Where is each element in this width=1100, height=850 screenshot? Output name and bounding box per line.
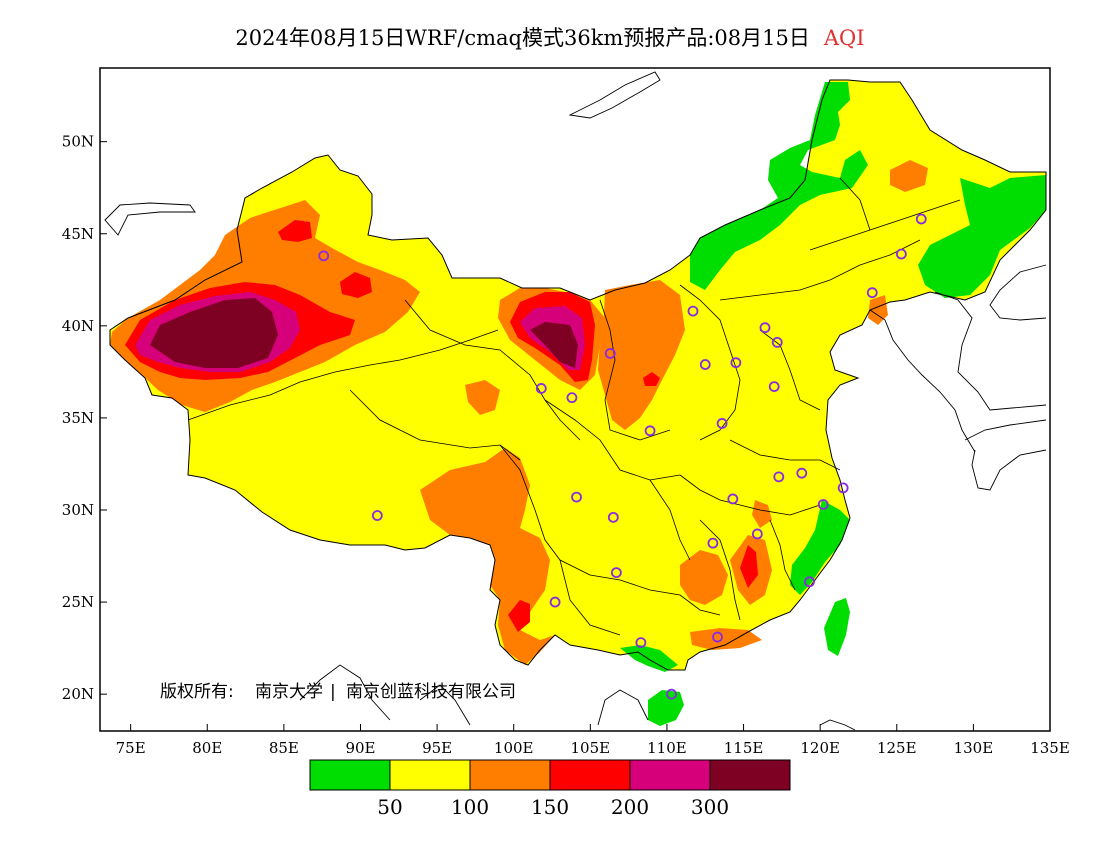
station-marker xyxy=(771,337,783,348)
title-variable: AQI xyxy=(823,26,865,50)
x-tick-label: 110E xyxy=(647,739,687,757)
legend-swatch xyxy=(629,759,711,791)
x-tick-label: 80E xyxy=(192,739,222,757)
station-marker xyxy=(817,499,829,510)
legend-label: 50 xyxy=(377,795,402,819)
station-marker xyxy=(707,537,719,549)
y-tick-label: 40N xyxy=(62,317,94,335)
station-marker xyxy=(610,567,622,579)
station-marker xyxy=(644,425,656,437)
station-marker xyxy=(751,528,763,540)
region-green-east xyxy=(918,175,1046,298)
y-tick-label: 20N xyxy=(62,685,94,703)
region-orange-hubei xyxy=(752,500,772,528)
x-tick-label: 125E xyxy=(877,739,917,757)
coastlines xyxy=(104,71,1047,731)
x-tick-label: 135E xyxy=(1030,739,1070,757)
map-plot-area xyxy=(104,71,1047,731)
legend-label: 300 xyxy=(691,795,729,819)
station-marker xyxy=(371,510,383,521)
title-main: 2024年08月15日WRF/cmaq模式36km预报产品:08月15日 xyxy=(235,26,810,50)
station-marker xyxy=(730,357,742,369)
station-marker xyxy=(837,482,849,494)
x-tick-label: 100E xyxy=(494,739,534,757)
region-orange-northeast xyxy=(890,160,928,192)
x-tick-label: 130E xyxy=(954,739,994,757)
region-hainan xyxy=(648,690,684,726)
legend-swatch xyxy=(389,759,471,791)
copyright-prefix: 版权所有: xyxy=(160,682,234,702)
region-red-guangxi xyxy=(508,600,530,632)
legend-label: 200 xyxy=(611,795,649,819)
y-tick-label: 35N xyxy=(62,409,94,427)
station-marker xyxy=(796,467,808,479)
x-tick-label: 105E xyxy=(571,739,611,757)
map-title: 2024年08月15日WRF/cmaq模式36km预报产品:08月15日 AQI xyxy=(0,22,1100,52)
legend-label: 150 xyxy=(531,795,569,819)
station-marker xyxy=(607,511,619,523)
x-tick-label: 90E xyxy=(345,739,375,757)
region-taiwan xyxy=(824,598,850,656)
copyright-org2: 南京创蓝科技有限公司 xyxy=(346,682,516,702)
x-tick-label: 95E xyxy=(422,739,452,757)
x-axis: 75E 80E 85E 90E 95E 100E 105E 110E 115E 120E 125E 1… xyxy=(116,724,1070,757)
station-marker xyxy=(549,596,561,608)
station-marker xyxy=(727,493,739,505)
y-tick-label: 45N xyxy=(62,225,94,243)
region-red-shaanxi xyxy=(643,372,660,386)
y-tick-label: 30N xyxy=(62,501,94,519)
legend-swatch xyxy=(709,759,791,791)
legend-swatch xyxy=(549,759,631,791)
station-marker xyxy=(535,383,547,394)
station-marker xyxy=(604,348,616,359)
station-marker xyxy=(716,418,728,429)
region-maroon-alashan xyxy=(530,322,578,368)
station-markers xyxy=(318,213,927,700)
legend-swatch xyxy=(469,759,551,791)
station-marker xyxy=(566,392,578,404)
copyright-org1: 南京大学 xyxy=(255,682,323,702)
copyright-separator: | xyxy=(330,682,336,702)
legend-swatch xyxy=(309,759,391,791)
station-marker xyxy=(635,637,647,648)
y-tick-label: 50N xyxy=(62,133,94,151)
x-tick-label: 115E xyxy=(724,739,764,757)
region-maroon-tarim xyxy=(150,298,278,368)
region-orange-hunan xyxy=(680,550,728,605)
region-orange-qinghai-patch xyxy=(465,380,500,415)
x-tick-label: 85E xyxy=(269,739,299,757)
region-orange-guangdong xyxy=(690,628,762,650)
legend-label: 100 xyxy=(451,795,489,819)
station-marker xyxy=(571,491,582,503)
province-borders xyxy=(187,177,961,636)
region-green-south xyxy=(620,645,678,672)
x-tick-label: 120E xyxy=(800,739,840,757)
station-marker xyxy=(318,250,330,262)
region-green-northeast xyxy=(690,82,868,290)
region-red-jiangxi xyxy=(740,545,758,588)
station-marker xyxy=(699,359,711,370)
station-marker xyxy=(866,287,878,299)
y-tick-label: 25N xyxy=(62,593,94,611)
station-marker xyxy=(804,576,815,588)
map-frame xyxy=(99,67,1051,732)
region-red-ili xyxy=(278,220,312,242)
region-orange-liaoning xyxy=(868,295,888,325)
station-marker xyxy=(915,213,927,225)
station-marker xyxy=(895,248,907,260)
china-border xyxy=(109,79,1047,671)
x-tick-label: 75E xyxy=(116,739,146,757)
region-orange-shanxi xyxy=(598,280,685,430)
y-axis: 50N 45N 40N 35N 30N 25N 20N xyxy=(62,133,107,703)
station-marker xyxy=(712,631,723,643)
aqi-legend: 50 100 150 200 300 xyxy=(309,759,791,819)
station-marker xyxy=(768,381,780,393)
region-red-junggar xyxy=(340,272,372,298)
station-marker xyxy=(666,688,677,700)
station-marker xyxy=(759,322,771,334)
region-green-fujian xyxy=(790,500,850,595)
station-marker xyxy=(687,305,699,317)
station-marker xyxy=(773,471,785,483)
